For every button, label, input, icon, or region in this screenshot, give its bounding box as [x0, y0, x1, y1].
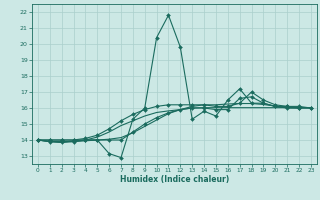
X-axis label: Humidex (Indice chaleur): Humidex (Indice chaleur): [120, 175, 229, 184]
